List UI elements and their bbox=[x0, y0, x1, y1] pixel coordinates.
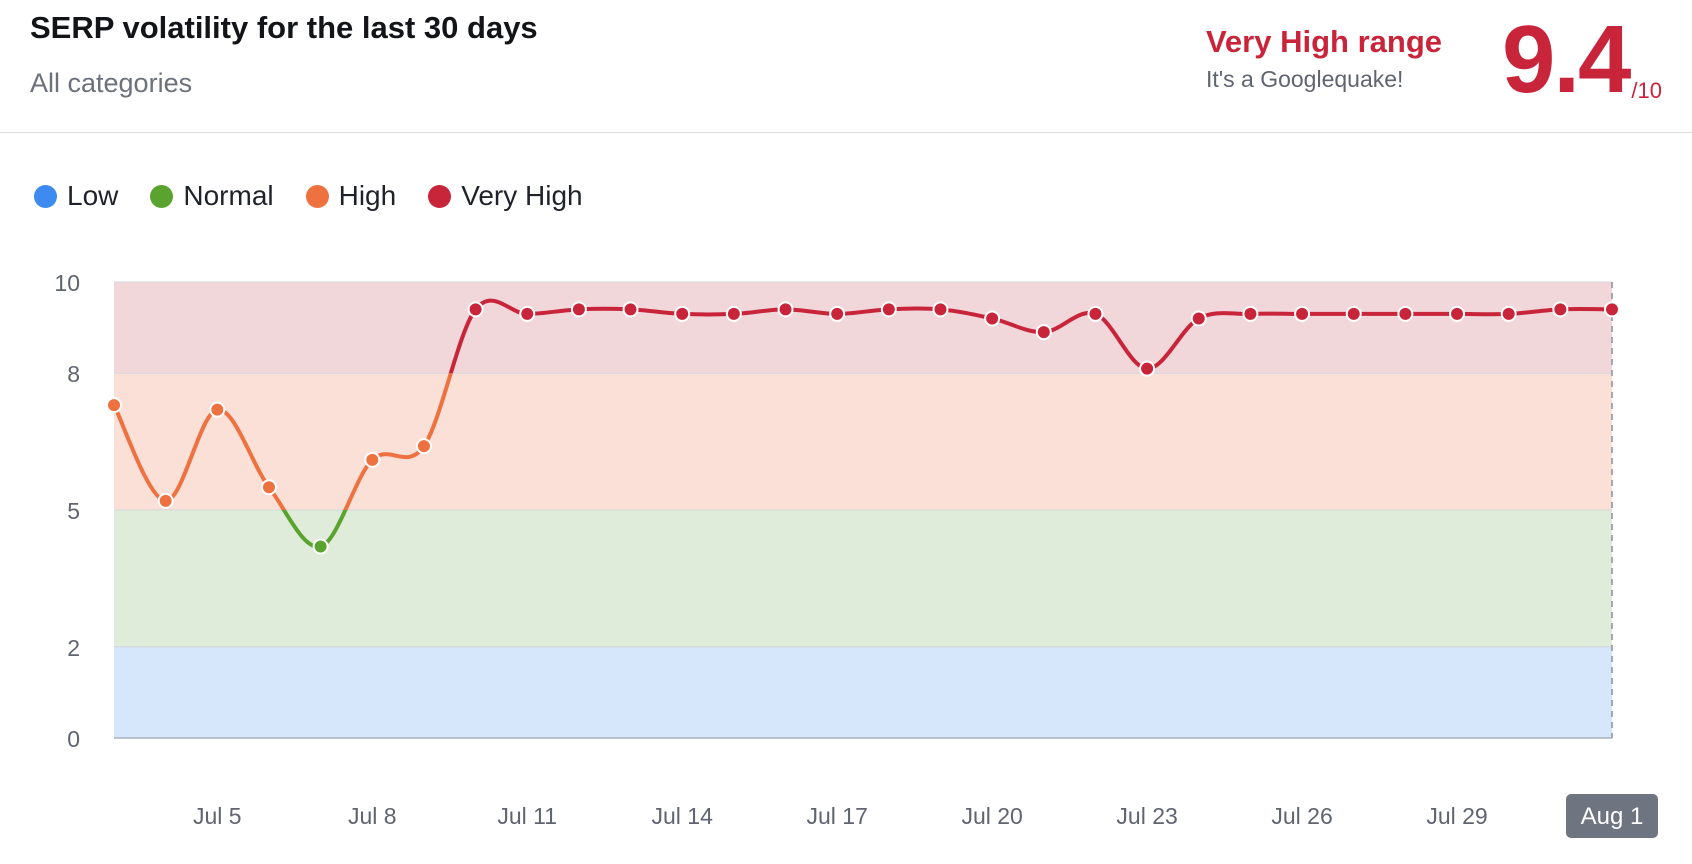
chart-legend: Low Normal High Very High bbox=[34, 180, 615, 212]
score-max: /10 bbox=[1631, 78, 1662, 103]
y-tick-label: 8 bbox=[67, 361, 80, 387]
data-point bbox=[467, 301, 484, 318]
x-tick-label: Jul 20 bbox=[961, 803, 1022, 829]
data-point bbox=[209, 401, 226, 418]
legend-label-high: High bbox=[338, 180, 397, 211]
series-line-low bbox=[114, 301, 1612, 547]
x-tick-label: Jul 23 bbox=[1116, 803, 1177, 829]
category-subtitle: All categories bbox=[30, 68, 193, 98]
range-description: It's a Googlequake! bbox=[1205, 66, 1404, 92]
data-point bbox=[880, 301, 897, 318]
data-point bbox=[415, 438, 432, 455]
legend-label-low: Low bbox=[67, 180, 119, 211]
data-point bbox=[1294, 305, 1311, 322]
x-tick-label: Jul 8 bbox=[348, 803, 397, 829]
band-low bbox=[114, 646, 1612, 738]
y-tick-label: 0 bbox=[67, 726, 80, 752]
data-point bbox=[725, 305, 742, 322]
range-summary: Very High range It's a Googlequake! bbox=[1206, 24, 1442, 93]
data-point bbox=[777, 301, 794, 318]
legend-dot-normal bbox=[150, 184, 174, 208]
legend-dot-low bbox=[34, 184, 57, 208]
data-point bbox=[1604, 301, 1620, 318]
x-tick-label: Jul 29 bbox=[1426, 803, 1487, 829]
series-line-normal bbox=[281, 510, 348, 549]
data-point bbox=[1242, 305, 1259, 322]
x-tick-label: Jul 5 bbox=[193, 803, 242, 829]
legend-dot-very-high bbox=[428, 184, 452, 208]
data-point bbox=[106, 397, 122, 414]
data-point bbox=[1552, 301, 1569, 318]
data-point bbox=[1345, 305, 1362, 322]
data-point bbox=[1449, 305, 1466, 322]
legend-dot-high bbox=[305, 184, 329, 208]
data-point bbox=[1190, 310, 1207, 327]
x-tick-label: Jul 26 bbox=[1271, 803, 1332, 829]
x-tick-highlight bbox=[1566, 794, 1658, 838]
series-line-very-high bbox=[448, 298, 1613, 374]
data-point bbox=[1397, 305, 1414, 322]
data-point bbox=[1500, 305, 1517, 322]
page-title: SERP volatility for the last 30 days bbox=[30, 10, 538, 45]
band-normal bbox=[114, 510, 1612, 647]
data-point bbox=[984, 310, 1001, 327]
legend-item-low[interactable]: Low bbox=[34, 180, 118, 212]
data-point bbox=[312, 538, 329, 555]
x-tick-label: Jul 11 bbox=[497, 803, 557, 829]
volatility-score: 9.4 /10 bbox=[1502, 12, 1662, 108]
data-point bbox=[622, 301, 639, 318]
y-tick-label: 10 bbox=[54, 270, 80, 296]
data-point bbox=[1087, 305, 1104, 322]
data-point bbox=[932, 301, 949, 318]
band-very-high bbox=[114, 282, 1612, 374]
data-point bbox=[364, 451, 381, 468]
y-tick-label: 2 bbox=[67, 635, 80, 661]
data-point bbox=[157, 492, 174, 509]
data-point bbox=[1139, 360, 1156, 377]
x-tick-label: Jul 14 bbox=[652, 803, 714, 829]
data-point bbox=[674, 305, 691, 322]
x-tick-label: Aug 1 bbox=[1581, 803, 1644, 830]
band-high bbox=[114, 373, 1612, 510]
legend-label-normal: Normal bbox=[183, 180, 274, 211]
legend-label-very-high: Very High bbox=[461, 180, 583, 211]
range-title: Very High range bbox=[1205, 24, 1442, 59]
data-point bbox=[260, 479, 277, 496]
data-point bbox=[519, 305, 536, 322]
data-point bbox=[570, 301, 587, 318]
legend-item-very-high[interactable]: Very High bbox=[428, 180, 583, 212]
legend-item-high[interactable]: High bbox=[305, 180, 397, 212]
data-point bbox=[829, 305, 846, 322]
series-line-high bbox=[112, 373, 453, 511]
header-divider bbox=[0, 132, 1692, 133]
legend-item-normal[interactable]: Normal bbox=[150, 180, 274, 212]
y-tick-label: 5 bbox=[67, 498, 80, 524]
x-tick-label: Jul 17 bbox=[806, 803, 867, 829]
data-point bbox=[1035, 324, 1052, 341]
score-value: 9.4 bbox=[1501, 6, 1631, 113]
